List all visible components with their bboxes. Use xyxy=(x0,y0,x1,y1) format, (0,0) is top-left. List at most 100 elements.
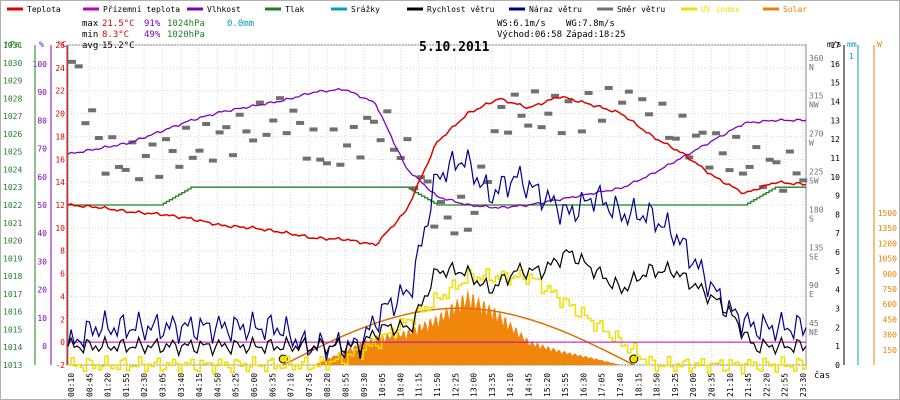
dir-tick-label: W xyxy=(809,139,814,148)
wind-direction-mark xyxy=(510,92,519,97)
dir-tick-degree: 45 xyxy=(809,319,819,328)
legend-label: Vlhkost xyxy=(207,5,241,14)
x-tick-label: 01:55 xyxy=(122,373,131,397)
x-tick-label: 07:45 xyxy=(305,373,314,397)
stats-ws: WS:6.1m/s xyxy=(497,19,546,29)
wind-direction-mark xyxy=(410,186,419,191)
temp-tick-label: 6 xyxy=(60,270,65,279)
pct-tick-label: 30 xyxy=(37,257,47,266)
x-tick-label: 18:50 xyxy=(653,373,662,397)
x-tick-label: 13:35 xyxy=(488,373,497,397)
x-tick-label: 03:40 xyxy=(177,373,186,397)
wind-direction-mark xyxy=(363,115,372,120)
x-tick-label: 17:05 xyxy=(598,373,607,397)
wind-direction-mark xyxy=(524,123,533,128)
dir-tick-degree: 225 xyxy=(809,168,824,177)
wind-direction-mark xyxy=(457,194,466,199)
dir-tick-degree: 315 xyxy=(809,92,824,101)
hpa-tick-label: 1031 xyxy=(3,41,22,50)
wind-direction-series xyxy=(68,59,808,236)
dir-tick-label: E xyxy=(809,290,814,299)
wind-direction-mark xyxy=(289,108,298,113)
wind-direction-mark xyxy=(618,100,627,105)
solar-tick-label: 150 xyxy=(883,346,898,355)
x-tick-label: 14:10 xyxy=(506,373,515,397)
x-tick-label: 00:45 xyxy=(85,373,94,397)
line-series xyxy=(67,87,807,361)
wind-direction-mark xyxy=(369,119,378,124)
wind-tick-label: 7 xyxy=(835,229,840,238)
sunset-marker xyxy=(629,354,639,364)
wind-direction-mark xyxy=(255,100,264,105)
pct-unit-label: % xyxy=(39,40,44,49)
hpa-tick-label: 1030 xyxy=(3,59,22,68)
x-tick-label: 05:25 xyxy=(232,373,241,397)
wind-direction-mark xyxy=(671,136,680,141)
wind-direction-mark xyxy=(437,200,445,205)
wind-direction-mark xyxy=(336,162,345,167)
wind-direction-mark xyxy=(81,121,90,126)
wind-direction-mark xyxy=(477,164,486,169)
legend-label: Solar xyxy=(783,5,807,14)
hpa-tick-label: 1026 xyxy=(3,130,22,139)
x-tick-label: 06:35 xyxy=(268,373,277,397)
temp-tick-label: 18 xyxy=(55,132,65,141)
hpa-tick-label: 1016 xyxy=(3,308,22,317)
legend-label: Rychlost větru xyxy=(427,5,495,14)
stats-sunrise: Východ:06:58 xyxy=(497,30,562,40)
pct-tick-label: 10 xyxy=(37,314,47,323)
x-tick-label: 04:50 xyxy=(213,373,222,397)
wind-direction-mark xyxy=(403,137,412,142)
wind-direction-mark xyxy=(712,131,721,136)
hpa-tick-label: 1017 xyxy=(3,290,22,299)
humidity-line xyxy=(67,87,807,209)
solar-theoretical-curve xyxy=(282,307,635,366)
wind-direction-mark xyxy=(74,64,83,69)
wind-direction-mark xyxy=(638,97,647,102)
wind-direction-mark xyxy=(316,157,325,162)
pct-tick-label: 40 xyxy=(37,229,47,238)
x-tick-label: 17:40 xyxy=(616,373,625,397)
solar-tick-label: 1500 xyxy=(878,209,897,218)
wind-direction-mark xyxy=(463,227,472,232)
wind-tick-label: 16 xyxy=(830,60,840,69)
wind-direction-mark xyxy=(262,132,271,137)
hpa-tick-label: 1024 xyxy=(3,165,22,174)
x-tick-label: 20:00 xyxy=(689,373,698,397)
wind-direction-mark xyxy=(390,147,399,152)
hpa-tick-label: 1029 xyxy=(3,77,22,86)
wind-tick-label: 13 xyxy=(830,116,840,125)
wind-direction-mark xyxy=(141,154,150,159)
wind-direction-mark xyxy=(698,130,707,135)
stats-max-temp: 21.5°C xyxy=(102,19,135,29)
x-tick-label: 01:20 xyxy=(104,373,113,397)
dir-tick-degree: 270 xyxy=(809,130,824,139)
wind-direction-mark xyxy=(309,127,318,132)
dir-tick-label: NW xyxy=(809,101,819,110)
pressure-line xyxy=(68,186,806,206)
stats-wg: WG:7.8m/s xyxy=(566,19,615,29)
stats-min-label: min xyxy=(82,30,98,40)
wind-tick-label: 11 xyxy=(830,154,840,163)
solar-series xyxy=(68,289,806,366)
wind-direction-mark xyxy=(155,174,164,179)
wind-direction-mark xyxy=(168,148,177,153)
pct-tick-label: 70 xyxy=(37,145,47,154)
wind-tick-label: 15 xyxy=(830,79,840,88)
stats-block: max 21.5°C 91% 1024hPa 0.0mm min 8.3°C 4… xyxy=(82,19,626,51)
wind-tick-label: 17 xyxy=(830,41,840,50)
wind-direction-mark xyxy=(745,164,754,169)
x-tick-label: 20:35 xyxy=(708,373,717,397)
wind-direction-mark xyxy=(329,127,338,132)
temp-unit-label: °C xyxy=(57,40,67,49)
wind-direction-mark xyxy=(443,215,452,220)
x-tick-label: 16:30 xyxy=(579,373,588,397)
temp-tick-label: 20 xyxy=(55,110,65,119)
wind-direction-mark xyxy=(202,122,211,127)
wind-direction-mark xyxy=(497,104,506,109)
wind-direction-mark xyxy=(121,167,130,172)
wind-direction-mark xyxy=(537,125,546,130)
stats-max-label: max xyxy=(82,19,99,29)
x-tick-label: 09:30 xyxy=(360,373,369,397)
